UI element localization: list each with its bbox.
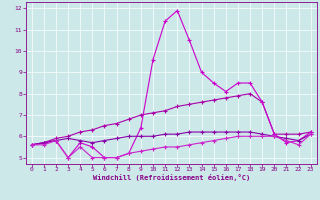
X-axis label: Windchill (Refroidissement éolien,°C): Windchill (Refroidissement éolien,°C) [92, 174, 250, 181]
